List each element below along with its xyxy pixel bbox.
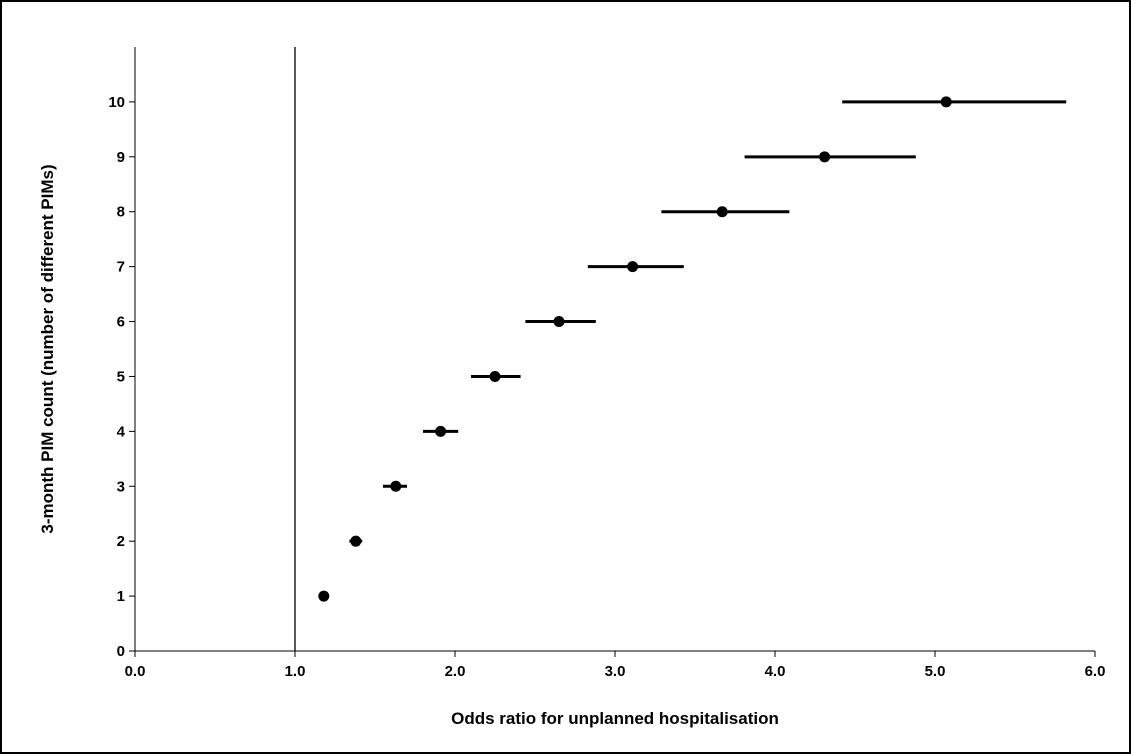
x-tick-label: 3.0 <box>605 663 626 680</box>
y-ticks: 0 1 2 3 4 5 6 7 8 9 10 <box>108 94 135 660</box>
odds-ratio-point <box>940 96 952 108</box>
y-tick-label: 6 <box>117 314 125 331</box>
odds-ratio-point <box>435 425 447 437</box>
odds-ratio-point <box>318 590 330 602</box>
odds-ratio-point <box>627 261 639 273</box>
odds-ratio-point <box>553 316 565 328</box>
odds-ratio-point <box>819 151 831 163</box>
y-tick-label: 5 <box>117 368 125 385</box>
y-tick-label: 0 <box>117 643 125 660</box>
data-marks <box>318 96 1067 602</box>
odds-ratio-point <box>350 535 362 547</box>
odds-ratio-point <box>489 370 501 382</box>
x-tick-label: 0.0 <box>125 663 146 680</box>
odds-ratio-point <box>390 480 402 492</box>
x-tick-label: 5.0 <box>925 663 946 680</box>
y-tick-label: 1 <box>117 588 125 605</box>
y-tick-label: 8 <box>117 204 125 221</box>
y-tick-label: 3 <box>117 478 125 495</box>
x-axis-title: Odds ratio for unplanned hospitalisation <box>451 709 779 728</box>
y-tick-label: 2 <box>117 533 125 550</box>
x-tick-label: 2.0 <box>445 663 466 680</box>
y-tick-label: 9 <box>117 149 125 166</box>
y-tick-label: 4 <box>117 423 126 440</box>
x-tick-label: 1.0 <box>285 663 306 680</box>
y-tick-label: 7 <box>117 259 125 276</box>
odds-ratio-point <box>716 206 728 218</box>
y-tick-label: 10 <box>108 94 125 111</box>
y-axis-title: 3-month PIM count (number of different P… <box>38 164 57 533</box>
x-tick-label: 4.0 <box>765 663 786 680</box>
x-ticks: 0.0 1.0 2.0 3.0 4.0 5.0 6.0 <box>125 651 1106 680</box>
x-tick-label: 6.0 <box>1085 663 1106 680</box>
